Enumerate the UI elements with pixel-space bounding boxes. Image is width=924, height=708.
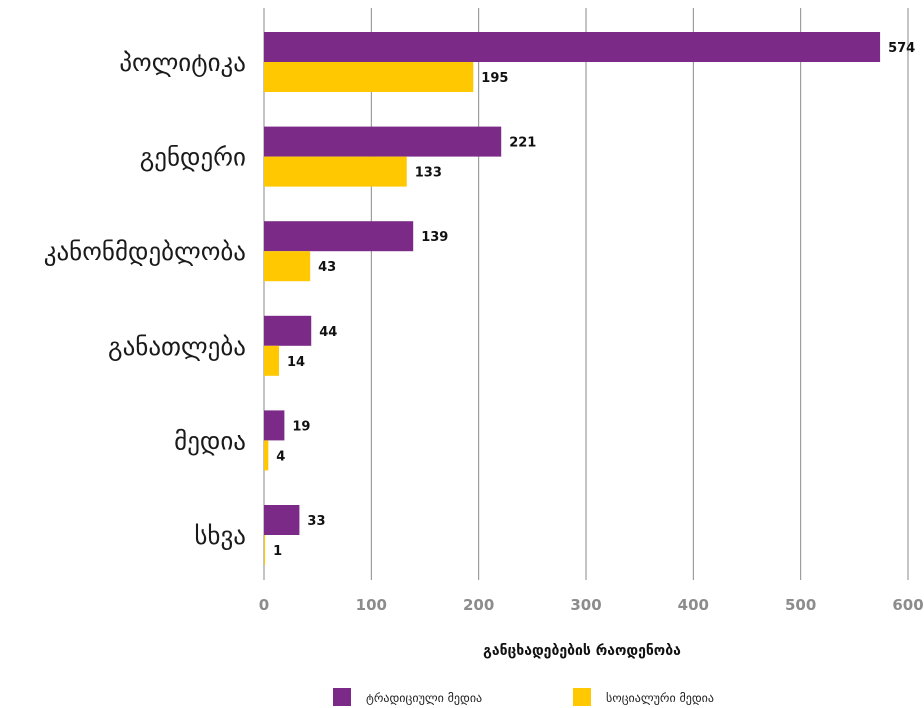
category-label: გენდერი [140,143,246,172]
data-label: 1 [273,544,282,559]
bar [264,221,414,252]
data-label: 14 [287,355,305,370]
legend-label: ტრადიციული მედია [366,691,482,705]
category-label: სხვა [194,521,246,550]
bar [264,251,311,282]
category-label: პოლიტიკა [119,48,246,77]
data-label: 43 [318,260,336,275]
x-axis-title: განცხადებების რაოდენობა [483,643,681,659]
bar [264,315,312,346]
x-tick-label: 400 [678,596,709,614]
bar [264,156,407,187]
x-tick-labels: 0 100 200 300 400 500 600 [259,596,924,614]
bar [264,535,266,565]
category-label: კანონმდებლობა [44,237,246,266]
bar [264,440,269,471]
data-label: 139 [421,230,448,245]
category-label: განათლება [108,332,246,361]
data-label: 133 [415,166,442,181]
data-label: 44 [319,325,337,340]
legend-label: სოციალური მედია [606,691,714,705]
x-tick-label: 500 [785,596,816,614]
legend: ტრადიციული მედია სოციალური მედია [333,688,714,706]
data-label: 4 [276,449,285,464]
data-label: 574 [888,41,915,56]
bar [264,62,474,92]
bars: 574 195 221 133 139 43 44 14 19 4 33 1 [264,32,915,565]
bar [264,126,502,157]
x-tick-label: 200 [463,596,494,614]
bar [264,505,300,535]
bar [264,32,881,62]
gridlines [263,8,909,580]
category-label: მედია [174,426,246,455]
legend-swatch [333,688,351,706]
data-label: 19 [292,419,310,434]
data-label: 221 [509,136,536,151]
data-label: 195 [481,71,508,86]
x-tick-label: 600 [892,596,923,614]
data-label: 33 [307,514,325,529]
x-tick-label: 300 [570,596,601,614]
x-tick-label: 100 [356,596,387,614]
bar [264,345,280,376]
bar [264,410,285,441]
x-tick-label: 0 [259,596,269,614]
category-labels: პოლიტიკა გენდერი კანონმდებლობა განათლება მედ… [44,48,246,550]
legend-swatch [573,688,591,706]
